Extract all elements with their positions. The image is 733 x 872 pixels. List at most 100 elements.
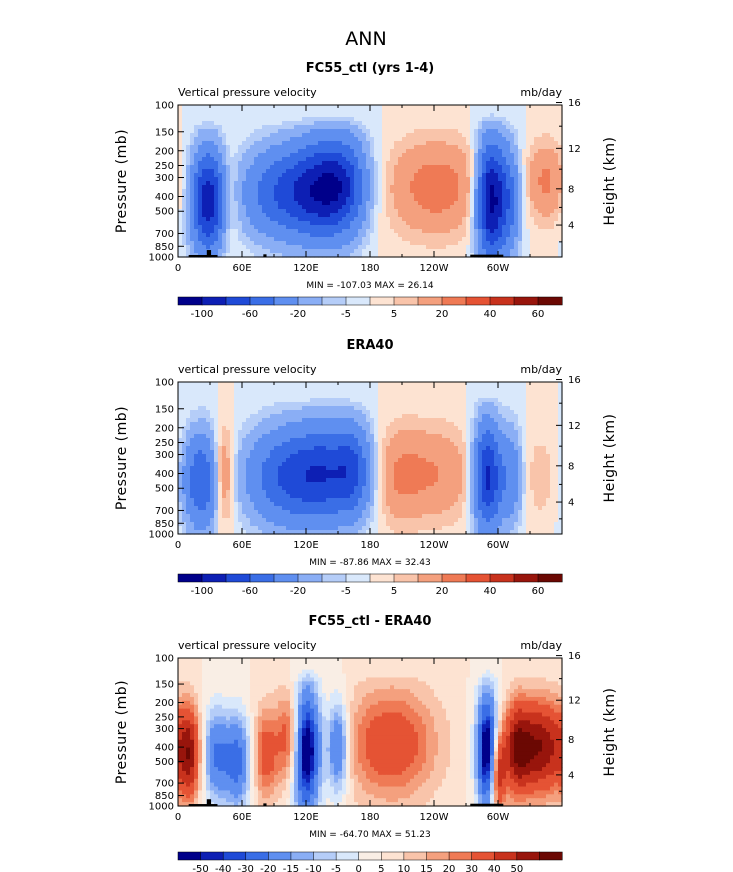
field-cell (486, 105, 491, 110)
field-cell (406, 245, 411, 250)
field-cell (286, 414, 291, 419)
field-cell (402, 189, 407, 194)
field-cell (194, 105, 199, 110)
field-cell (414, 213, 419, 218)
field-cell (322, 229, 327, 234)
field-cell (226, 221, 231, 226)
field-cell (222, 221, 227, 226)
field-cell (518, 113, 523, 118)
field-cell (274, 125, 279, 130)
field-cell (282, 245, 287, 250)
field-cell (506, 181, 511, 186)
field-cell (178, 133, 183, 138)
field-cell (414, 133, 419, 138)
field-cell (198, 382, 203, 387)
field-cell (450, 422, 455, 427)
field-cell (494, 249, 499, 254)
field-cell (426, 217, 431, 222)
field-cell (410, 225, 415, 230)
field-cell (222, 241, 227, 246)
field-cell (214, 129, 219, 134)
field-cell (266, 149, 271, 154)
field-cell (206, 406, 211, 411)
field-cell (490, 189, 495, 194)
field-cell (550, 414, 555, 419)
field-cell (534, 133, 539, 138)
field-cell (422, 121, 427, 126)
field-cell (222, 181, 227, 186)
field-cell (442, 213, 447, 218)
field-cell (350, 165, 355, 170)
field-cell (446, 233, 451, 238)
field-cell (422, 161, 427, 166)
field-cell (422, 225, 427, 230)
field-cell (254, 149, 259, 154)
field-cell (394, 153, 399, 158)
field-cell (530, 430, 535, 435)
p-tick-label: 200 (155, 146, 174, 157)
field-cell (350, 145, 355, 150)
field-cell (430, 125, 435, 130)
field-cell (182, 125, 187, 130)
field-cell (222, 225, 227, 230)
field-cell (362, 221, 367, 226)
field-cell (422, 390, 427, 395)
field-cell (518, 410, 523, 415)
field-cell (334, 390, 339, 395)
field-cell (402, 157, 407, 162)
field-cell (298, 241, 303, 246)
field-cell (374, 430, 379, 435)
field-cell (422, 402, 427, 407)
field-cell (538, 177, 543, 182)
field-cell (190, 161, 195, 166)
field-cell (534, 169, 539, 174)
field-cell (382, 129, 387, 134)
field-cell (426, 141, 431, 146)
field-cell (346, 177, 351, 182)
field-cell (266, 245, 271, 250)
field-cell (278, 121, 283, 126)
field-cell (446, 133, 451, 138)
field-cell (194, 225, 199, 230)
field-cell (558, 253, 563, 258)
field-cell (262, 121, 267, 126)
field-cell (466, 209, 471, 214)
field-cell (334, 406, 339, 411)
field-cell (430, 209, 435, 214)
field-cell (454, 149, 459, 154)
field-cell (258, 145, 263, 150)
topography-block (188, 254, 218, 257)
field-cell (218, 430, 223, 435)
field-cell (326, 137, 331, 142)
field-cell (190, 149, 195, 154)
field-cell (510, 233, 515, 238)
field-cell (518, 406, 523, 411)
field-cell (286, 133, 291, 138)
field-cell (358, 189, 363, 194)
field-cell (214, 145, 219, 150)
field-cell (218, 161, 223, 166)
field-cell (394, 237, 399, 242)
field-cell (478, 406, 483, 411)
field-cell (414, 113, 419, 118)
field-cell (210, 197, 215, 202)
field-cell (494, 113, 499, 118)
field-cell (422, 141, 427, 146)
field-cell (306, 422, 311, 427)
field-cell (522, 185, 527, 190)
field-cell (506, 410, 511, 415)
field-cell (442, 209, 447, 214)
field-cell (282, 177, 287, 182)
field-cell (398, 185, 403, 190)
field-cell (398, 386, 403, 391)
field-cell (482, 141, 487, 146)
field-cell (282, 133, 287, 138)
field-cell (390, 129, 395, 134)
field-cell (262, 205, 267, 210)
field-cell (518, 141, 523, 146)
field-cell (382, 105, 387, 110)
field-cell (482, 121, 487, 126)
field-cell (270, 241, 275, 246)
field-cell (450, 406, 455, 411)
field-cell (506, 129, 511, 134)
